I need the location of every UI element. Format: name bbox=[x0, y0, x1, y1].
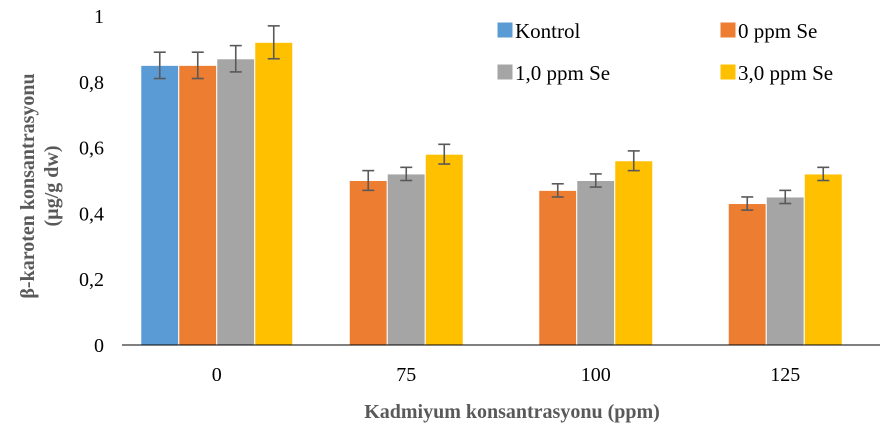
bar-2-1 bbox=[386, 173, 426, 346]
y-tick-label-3: 0,6 bbox=[79, 138, 104, 160]
bar-1-3 bbox=[727, 203, 767, 346]
legend-swatch-0 bbox=[496, 21, 514, 39]
legend-label-1: 0 ppm Se bbox=[738, 19, 817, 43]
legend-swatch-3 bbox=[719, 63, 737, 81]
y-tick-label-2: 0,4 bbox=[79, 203, 104, 225]
bars-group bbox=[140, 41, 843, 346]
bar-3-0 bbox=[254, 41, 294, 346]
x-axis-title: Kadmiyum konsantrasyonu (ppm) bbox=[364, 401, 660, 423]
legend-label-2: 1,0 ppm Se bbox=[515, 61, 610, 85]
y-tick-label-4: 0,8 bbox=[79, 72, 104, 94]
bar-3-2 bbox=[614, 160, 654, 346]
error-bars-group bbox=[153, 25, 830, 211]
x-tick-label-2: 100 bbox=[581, 364, 611, 386]
legend-swatch-2 bbox=[496, 63, 514, 81]
x-tick-label-1: 75 bbox=[396, 364, 416, 386]
x-tick-label-3: 125 bbox=[770, 364, 800, 386]
y-tick-label-5: 1 bbox=[94, 6, 104, 28]
bar-1-1 bbox=[348, 180, 388, 346]
y-tick-labels: 0 0,2 0,4 0,6 0,8 1 bbox=[79, 6, 104, 357]
x-tick-label-0: 0 bbox=[212, 364, 222, 386]
legend: Kontrol 0 ppm Se 1,0 ppm Se 3,0 ppm Se bbox=[496, 19, 833, 85]
y-axis-title-line1: β-karoten konsantrasyonu bbox=[17, 73, 39, 298]
bar-3-3 bbox=[803, 173, 843, 346]
bar-1-0 bbox=[178, 64, 218, 346]
y-tick-label-0: 0 bbox=[94, 335, 104, 357]
y-axis-title-line2: (µg/g dw) bbox=[41, 146, 63, 227]
legend-swatch-1 bbox=[719, 21, 737, 39]
y-tick-label-1: 0,2 bbox=[79, 269, 104, 291]
bar-2-2 bbox=[576, 180, 616, 346]
x-tick-labels: 0 75 100 125 bbox=[212, 364, 801, 386]
bar-2-0 bbox=[216, 58, 256, 346]
legend-label-0: Kontrol bbox=[515, 19, 580, 43]
bar-2-3 bbox=[765, 196, 805, 346]
bar-1-2 bbox=[538, 189, 578, 346]
bar-0-0 bbox=[140, 64, 180, 346]
bar-3-1 bbox=[424, 153, 464, 346]
legend-label-3: 3,0 ppm Se bbox=[738, 61, 833, 85]
